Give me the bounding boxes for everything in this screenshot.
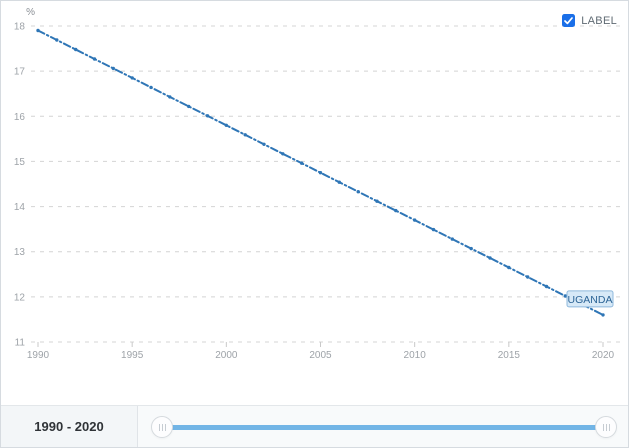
data-point xyxy=(36,28,40,33)
data-point xyxy=(431,227,436,232)
time-range-bar: 1990 - 2020 xyxy=(1,405,628,447)
data-point xyxy=(507,265,511,270)
data-point xyxy=(168,95,172,99)
data-point xyxy=(111,66,116,71)
chart-area: 11 12 13 14 15 16 17 18% 1990 1995 2000 2005 2010 201… xyxy=(1,1,628,405)
x-axis-label: 2015 xyxy=(498,350,521,361)
data-point xyxy=(413,218,417,222)
slider-handle-left[interactable] xyxy=(151,416,173,438)
x-axis-label: 2020 xyxy=(592,350,615,361)
data-point xyxy=(544,284,549,289)
slider-track[interactable] xyxy=(162,425,606,430)
uganda-data-label-box xyxy=(566,290,614,308)
x-axis-label: 2000 xyxy=(215,350,238,361)
selected-range: 1990 - 2020 xyxy=(1,406,138,447)
y-axis-label: 11 xyxy=(15,338,26,349)
selected-range-label: 1990 - 2020 xyxy=(34,419,104,434)
y-axis-label: 12 xyxy=(14,292,26,303)
data-point xyxy=(356,190,360,194)
data-point xyxy=(130,76,134,80)
data-point xyxy=(488,256,492,260)
data-point xyxy=(526,275,530,279)
checkmark-icon xyxy=(564,16,574,24)
grip-icon xyxy=(158,423,166,431)
y-axis-label: 16 xyxy=(14,112,26,123)
data-point xyxy=(601,313,605,317)
data-point xyxy=(563,294,567,298)
line-chart[interactable]: 11 12 13 14 15 16 17 18% 1990 1995 2000 2005 2010 201… xyxy=(1,1,628,405)
grip-icon xyxy=(602,423,610,431)
y-axis-label: 13 xyxy=(14,247,26,258)
data-point xyxy=(243,133,247,137)
slider-handle-right[interactable] xyxy=(595,416,617,438)
data-point xyxy=(205,114,210,118)
data-point xyxy=(262,142,266,146)
data-point xyxy=(300,161,304,165)
time-slider[interactable] xyxy=(138,406,628,447)
y-axis-label: 14 xyxy=(14,202,26,213)
data-point xyxy=(450,237,454,241)
x-axis-label: 1995 xyxy=(121,350,144,361)
data-point xyxy=(394,208,398,213)
x-axis-label: 2010 xyxy=(404,350,427,361)
uganda-data-label: UGANDA xyxy=(568,294,613,306)
y-axis-label: 18 xyxy=(14,22,26,33)
y-axis-label: 17 xyxy=(14,67,26,78)
data-point xyxy=(74,47,78,52)
data-point xyxy=(92,57,97,61)
y-axis-label: 15 xyxy=(14,157,26,168)
legend[interactable]: LABEL xyxy=(562,14,617,27)
x-axis-label: 1990 xyxy=(27,350,50,361)
y-axis-unit: % xyxy=(26,7,35,18)
data-point xyxy=(149,85,153,90)
label-checkbox[interactable] xyxy=(562,14,576,27)
data-point xyxy=(469,246,473,251)
data-point xyxy=(318,171,323,175)
data-point xyxy=(337,180,341,184)
data-point xyxy=(375,199,379,203)
data-point xyxy=(224,123,228,128)
data-point xyxy=(55,38,59,42)
legend-label: LABEL xyxy=(581,14,617,27)
data-point xyxy=(187,104,191,109)
data-point xyxy=(281,152,285,156)
x-axis-label: 2005 xyxy=(309,350,332,361)
